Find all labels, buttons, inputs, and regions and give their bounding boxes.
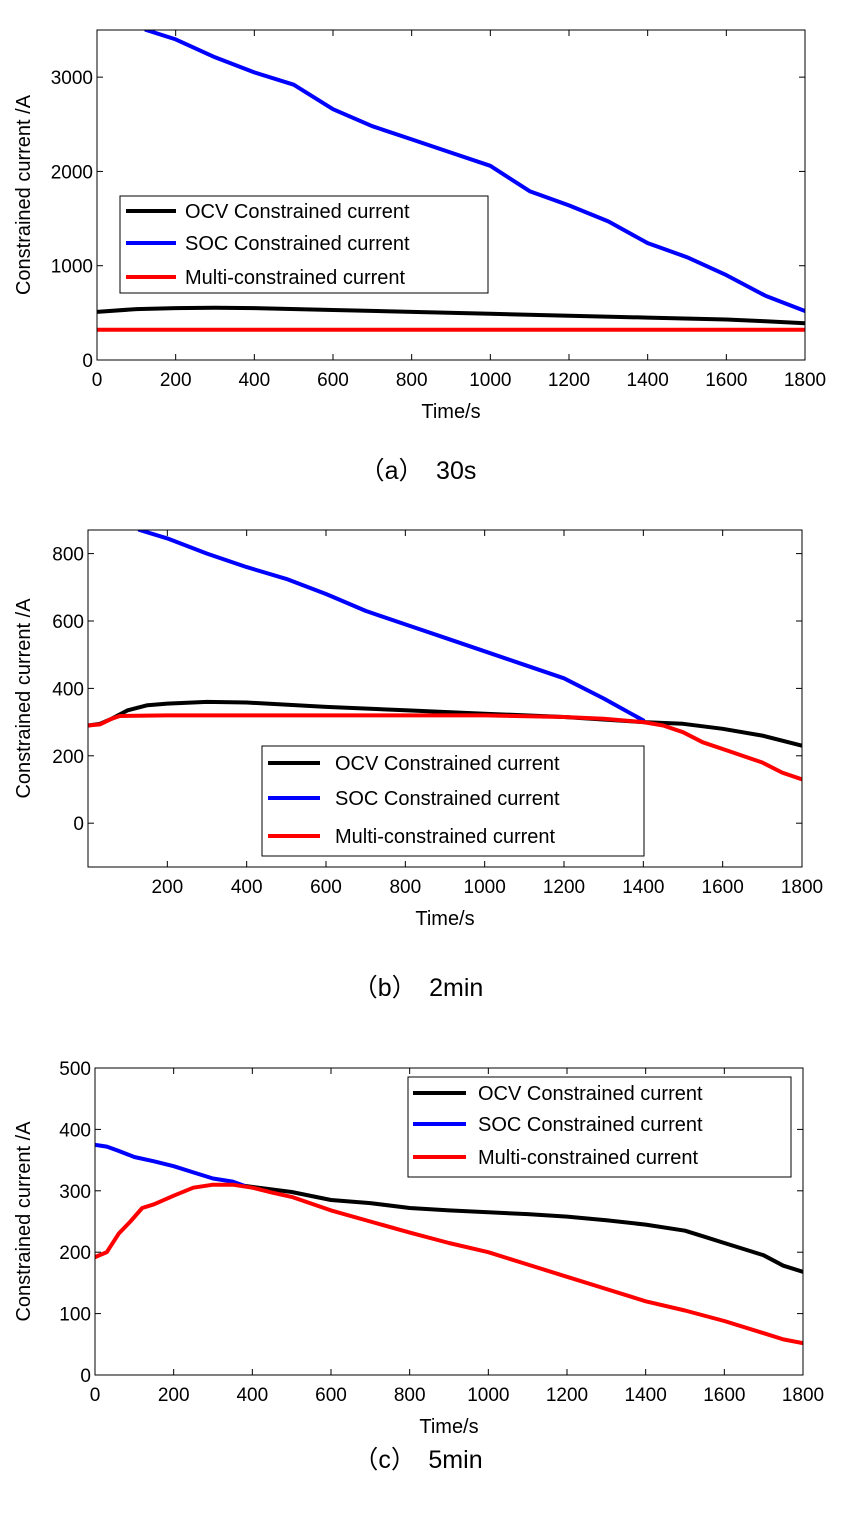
x-tick-label: 1000 bbox=[464, 877, 506, 898]
x-tick-label: 400 bbox=[231, 877, 263, 898]
x-tick-label: 600 bbox=[315, 1385, 347, 1406]
x-axis-label: Time/s bbox=[421, 401, 480, 423]
series-line-0 bbox=[242, 1183, 803, 1274]
y-tick-label: 0 bbox=[80, 1366, 91, 1387]
legend-entry: OCV Constrained current bbox=[185, 201, 410, 223]
x-tick-label: 1200 bbox=[543, 877, 585, 898]
y-tick-label: 400 bbox=[52, 679, 84, 700]
x-tick-label: 400 bbox=[238, 370, 270, 391]
axes-frame bbox=[87, 529, 803, 868]
y-tick-label: 400 bbox=[59, 1120, 91, 1141]
legend-entry: Multi-constrained current bbox=[335, 826, 556, 848]
x-tick-label: 600 bbox=[310, 877, 342, 898]
x-tick-label: 0 bbox=[92, 370, 103, 391]
y-tick-label: 200 bbox=[52, 747, 84, 768]
y-tick-label: 600 bbox=[52, 612, 84, 633]
legend-entry: SOC Constrained current bbox=[335, 788, 560, 810]
x-tick-label: 1800 bbox=[784, 370, 826, 391]
series-line-0 bbox=[97, 305, 805, 326]
x-tick-label: 1200 bbox=[548, 370, 590, 391]
x-tick-label: 1600 bbox=[705, 370, 747, 391]
axes-frame bbox=[94, 1067, 804, 1376]
y-tick-label: 500 bbox=[59, 1059, 91, 1080]
x-axis-label: Time/s bbox=[419, 1416, 478, 1438]
x-tick-label: 200 bbox=[158, 1385, 190, 1406]
axes-frame bbox=[96, 29, 806, 361]
y-axis-label: Constrained current /A bbox=[13, 598, 35, 799]
x-tick-label: 800 bbox=[389, 877, 421, 898]
series-line-2 bbox=[95, 1182, 803, 1346]
x-tick-label: 1000 bbox=[467, 1385, 509, 1406]
x-tick-label: 200 bbox=[160, 370, 192, 391]
x-tick-label: 0 bbox=[90, 1385, 101, 1406]
legend: OCV Constrained current SOC Constrained c… bbox=[407, 1076, 792, 1178]
y-tick-label: 0 bbox=[73, 814, 84, 835]
y-axis-label: Constrained current /A bbox=[13, 1121, 35, 1322]
legend-box bbox=[261, 745, 645, 857]
x-tick-label: 1800 bbox=[781, 877, 823, 898]
legend-entry: OCV Constrained current bbox=[335, 753, 560, 775]
chart-panel-2: 0 200 400 600 800 1000 1200 1400 1600 1800 0 100 200… bbox=[13, 1059, 824, 1474]
x-tick-label: 1400 bbox=[625, 1385, 667, 1406]
y-tick-label: 3000 bbox=[51, 68, 93, 89]
series-line-1 bbox=[95, 1142, 247, 1188]
x-tick-label: 1600 bbox=[703, 1385, 745, 1406]
x-tick-label: 600 bbox=[317, 370, 349, 391]
series-line-1 bbox=[137, 530, 646, 723]
series-line-1 bbox=[144, 30, 805, 313]
x-tick-label: 1000 bbox=[469, 370, 511, 391]
x-tick-label: 1400 bbox=[622, 877, 664, 898]
panel-caption: （a） 30s bbox=[360, 457, 477, 485]
legend-box bbox=[407, 1076, 792, 1178]
y-tick-label: 800 bbox=[52, 545, 84, 566]
y-tick-label: 200 bbox=[59, 1243, 91, 1264]
x-axis-label: Time/s bbox=[415, 908, 474, 930]
panel-caption: （c） 5min bbox=[353, 1446, 482, 1474]
legend: OCV Constrained current SOC Constrained c… bbox=[119, 195, 489, 294]
x-tick-label: 800 bbox=[394, 1385, 426, 1406]
legend-box bbox=[119, 195, 489, 294]
y-tick-label: 300 bbox=[59, 1182, 91, 1203]
series-line-2 bbox=[88, 713, 802, 782]
y-tick-label: 1000 bbox=[51, 257, 93, 278]
x-tick-label: 1600 bbox=[702, 877, 744, 898]
series-line-0 bbox=[88, 699, 802, 748]
legend: OCV Constrained current SOC Constrained c… bbox=[261, 745, 645, 857]
x-tick-label: 200 bbox=[151, 877, 183, 898]
x-tick-label: 400 bbox=[236, 1385, 268, 1406]
x-tick-label: 1400 bbox=[627, 370, 669, 391]
legend-entry: SOC Constrained current bbox=[478, 1114, 703, 1136]
y-tick-label: 0 bbox=[82, 351, 93, 372]
y-tick-label: 100 bbox=[59, 1305, 91, 1326]
chart-panel-0: 0 200 400 600 800 1000 1200 1400 1600 1800 0 1000 20… bbox=[13, 29, 826, 485]
x-tick-label: 800 bbox=[396, 370, 428, 391]
legend-entry: Multi-constrained current bbox=[185, 267, 406, 289]
legend-entry: OCV Constrained current bbox=[478, 1083, 703, 1105]
legend-entry: SOC Constrained current bbox=[185, 233, 410, 255]
x-tick-label: 1800 bbox=[782, 1385, 824, 1406]
y-tick-label: 2000 bbox=[51, 162, 93, 183]
legend-entry: Multi-constrained current bbox=[478, 1147, 699, 1169]
x-tick-label: 1200 bbox=[546, 1385, 588, 1406]
y-axis-label: Constrained current /A bbox=[13, 94, 35, 295]
panel-caption: （b） 2min bbox=[353, 974, 484, 1002]
chart-panel-1: 200 400 600 800 1000 1200 1400 1600 1800 0 200 400 6… bbox=[13, 529, 823, 1002]
